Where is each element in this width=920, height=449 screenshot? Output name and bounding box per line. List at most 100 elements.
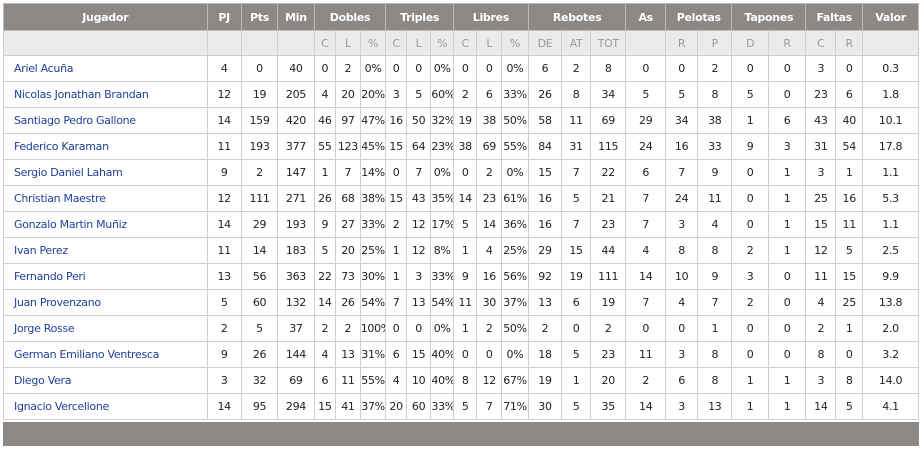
stat-rebotes-at: 1 — [561, 367, 592, 394]
stat-pj: 14 — [206, 393, 242, 420]
subheader-dobles-c: C — [313, 30, 337, 56]
stat-libres-l: 2 — [476, 159, 503, 186]
subheader-empty — [277, 30, 315, 56]
stat-rebotes-at: 31 — [561, 133, 592, 160]
stat-as: 2 — [625, 367, 667, 394]
stat-valor: 14.0 — [862, 367, 919, 394]
stat-dobles-pct: 45% — [359, 133, 387, 160]
stat-tapones-d: 0 — [731, 341, 769, 368]
stat-pelotas-r: 24 — [665, 185, 699, 212]
stat-pts: 26 — [240, 341, 279, 368]
stat-pts: 111 — [240, 185, 279, 212]
stat-as: 0 — [625, 315, 667, 342]
stat-triples-pct: 33% — [430, 393, 454, 420]
stat-tapones-r: 3 — [767, 133, 807, 160]
stat-libres-l: 23 — [476, 185, 503, 212]
stat-pelotas-r: 34 — [665, 107, 699, 134]
player-name-link[interactable]: Christian Maestre — [14, 192, 106, 205]
player-name-link[interactable]: Federico Karaman — [14, 140, 109, 153]
header-pj: PJ — [206, 3, 242, 31]
stat-pelotas-r: 6 — [665, 367, 699, 394]
player-name-link[interactable]: Gonzalo Martin Muñiz — [14, 218, 127, 231]
stat-libres-pct: 37% — [501, 289, 529, 316]
header-libres: Libres — [452, 3, 529, 31]
stat-rebotes-at: 8 — [561, 81, 592, 108]
player-name-link[interactable]: German Emiliano Ventresca — [14, 348, 160, 361]
stat-dobles-l: 41 — [335, 393, 361, 420]
stat-pts: 14 — [240, 237, 279, 264]
stat-rebotes-de: 19 — [527, 367, 563, 394]
stat-triples-c: 3 — [385, 81, 407, 108]
player-name-link[interactable]: Nicolas Jonathan Brandan — [14, 88, 149, 101]
stat-tapones-d: 0 — [731, 55, 769, 82]
player-name-link[interactable]: Fernando Peri — [14, 270, 86, 283]
player-name-link[interactable]: Jorge Rosse — [14, 322, 75, 335]
stat-rebotes-at: 6 — [561, 289, 592, 316]
stat-rebotes-de: 18 — [527, 341, 563, 368]
stat-tapones-r: 1 — [767, 367, 807, 394]
stat-libres-l: 16 — [476, 263, 503, 290]
stat-libres-c: 14 — [452, 185, 478, 212]
subheader-tapones-d: D — [731, 30, 769, 56]
stat-rebotes-tot: 111 — [590, 263, 627, 290]
stat-pelotas-p: 8 — [697, 341, 733, 368]
stat-faltas-c: 12 — [805, 237, 837, 264]
table-row: Sergio Daniel Laham 9 2 147 1 7 14% 0 7 0% 0 2 0% 15 7… — [3, 159, 919, 186]
stat-libres-c: 0 — [452, 55, 478, 82]
stat-libres-pct: 50% — [501, 107, 529, 134]
stat-faltas-r: 25 — [835, 289, 864, 316]
stat-libres-c: 1 — [452, 237, 478, 264]
stat-valor: 2.5 — [862, 237, 919, 264]
stat-min: 37 — [277, 315, 315, 342]
stat-rebotes-tot: 22 — [590, 159, 627, 186]
stat-faltas-r: 11 — [835, 211, 864, 238]
stat-pelotas-r: 5 — [665, 81, 699, 108]
stat-triples-l: 15 — [405, 341, 432, 368]
stat-faltas-r: 1 — [835, 159, 864, 186]
stat-rebotes-at: 19 — [561, 263, 592, 290]
stat-triples-l: 13 — [405, 289, 432, 316]
stat-dobles-l: 13 — [335, 341, 361, 368]
stat-faltas-c: 4 — [805, 289, 837, 316]
player-name-link[interactable]: Santiago Pedro Gallone — [14, 114, 136, 127]
stat-min: 183 — [277, 237, 315, 264]
player-name-cell: Christian Maestre — [3, 185, 208, 212]
stat-pelotas-r: 3 — [665, 393, 699, 420]
stat-tapones-r: 0 — [767, 81, 807, 108]
table-row: Diego Vera 3 32 69 6 11 55% 4 10 40% 8 12 67% 19 1 20 2 6… — [3, 367, 919, 394]
stat-triples-l: 5 — [405, 81, 432, 108]
stat-dobles-pct: 100% — [359, 315, 387, 342]
stat-dobles-l: 11 — [335, 367, 361, 394]
stat-dobles-pct: 54% — [359, 289, 387, 316]
stat-pj: 12 — [206, 185, 242, 212]
player-name-link[interactable]: Sergio Daniel Laham — [14, 166, 123, 179]
stat-libres-c: 0 — [452, 159, 478, 186]
stat-min: 420 — [277, 107, 315, 134]
stat-triples-pct: 32% — [430, 107, 454, 134]
player-name-cell: Ariel Acuña — [3, 55, 208, 82]
stat-tapones-d: 9 — [731, 133, 769, 160]
stat-pelotas-r: 4 — [665, 289, 699, 316]
stat-rebotes-de: 16 — [527, 185, 563, 212]
stat-as: 5 — [625, 81, 667, 108]
stat-pts: 56 — [240, 263, 279, 290]
stat-rebotes-tot: 8 — [590, 55, 627, 82]
subheader-libres-c: C — [452, 30, 478, 56]
player-name-link[interactable]: Juan Provenzano — [14, 296, 101, 309]
stat-libres-c: 0 — [452, 341, 478, 368]
stat-triples-pct: 33% — [430, 263, 454, 290]
stat-pelotas-p: 11 — [697, 185, 733, 212]
player-name-link[interactable]: Diego Vera — [14, 374, 72, 387]
player-name-cell: Jorge Rosse — [3, 315, 208, 342]
player-name-link[interactable]: Ignacio Vercellone — [14, 400, 109, 413]
stat-triples-pct: 60% — [430, 81, 454, 108]
stat-rebotes-at: 2 — [561, 55, 592, 82]
table-row: Juan Provenzano 5 60 132 14 26 54% 7 13 54% 11 30 37… — [3, 289, 919, 316]
player-name-cell: Gonzalo Martin Muñiz — [3, 211, 208, 238]
stat-rebotes-tot: 21 — [590, 185, 627, 212]
player-name-link[interactable]: Ivan Perez — [14, 244, 68, 257]
player-name-link[interactable]: Ariel Acuña — [14, 62, 74, 75]
stat-pelotas-p: 38 — [697, 107, 733, 134]
stat-dobles-pct: 0% — [359, 55, 387, 82]
stat-rebotes-tot: 2 — [590, 315, 627, 342]
